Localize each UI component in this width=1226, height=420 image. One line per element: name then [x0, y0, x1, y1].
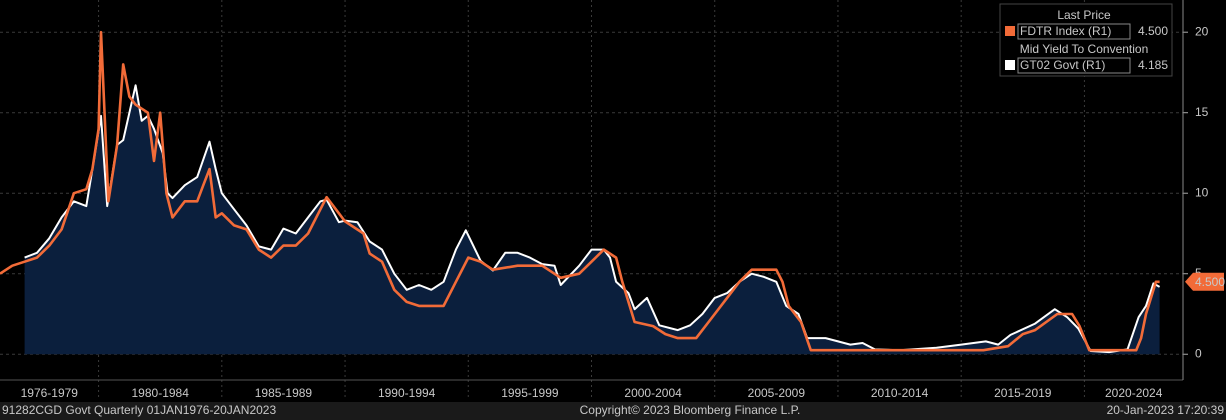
footer-right: 20-Jan-2023 17:20:39	[1107, 403, 1225, 417]
x-period-label: 1985-1989	[255, 386, 313, 400]
legend-name-box	[1017, 57, 1131, 74]
x-period-label: 1995-1999	[501, 386, 559, 400]
legend-name: GT02 Govt (R1)	[1020, 58, 1105, 72]
legend-swatch	[1005, 60, 1015, 70]
x-period-label: 1976-1979	[21, 386, 79, 400]
footer-bar	[0, 402, 1226, 420]
last-price-tag	[1185, 272, 1224, 291]
x-period-label: 2020-2024	[1105, 386, 1163, 400]
legend-swatch	[1005, 26, 1015, 36]
footer-center: Copyright© 2023 Bloomberg Finance L.P.	[580, 403, 801, 417]
legend-name: FDTR Index (R1)	[1020, 24, 1111, 38]
x-period-label: 2005-2009	[748, 386, 806, 400]
x-period-label: 1990-1994	[378, 386, 436, 400]
line	[0, 30, 1160, 352]
legend-header: Mid Yield To Convention	[1020, 42, 1149, 56]
legend-header: Last Price	[1057, 8, 1111, 22]
legend-value: 4.500	[1138, 24, 1168, 38]
x-period-label: 1980-1984	[132, 386, 190, 400]
legend-box	[999, 3, 1173, 77]
area	[24, 85, 1160, 355]
last-price-label: 4.500	[1195, 275, 1225, 289]
legend-value: 4.185	[1138, 58, 1168, 72]
x-period-label: 2010-2014	[871, 386, 929, 400]
y-tick-label: 20	[1195, 24, 1209, 38]
legend-name-box	[1017, 23, 1131, 40]
x-period-label: 2000-2004	[624, 386, 682, 400]
x-period-label: 2015-2019	[994, 386, 1052, 400]
footer-left: 91282CGD Govt Quarterly 01JAN1976-20JAN2…	[2, 403, 276, 417]
y-tick-label: 0	[1195, 346, 1202, 360]
y-tick-label: 10	[1195, 185, 1209, 199]
y-tick-label: 15	[1195, 105, 1209, 119]
